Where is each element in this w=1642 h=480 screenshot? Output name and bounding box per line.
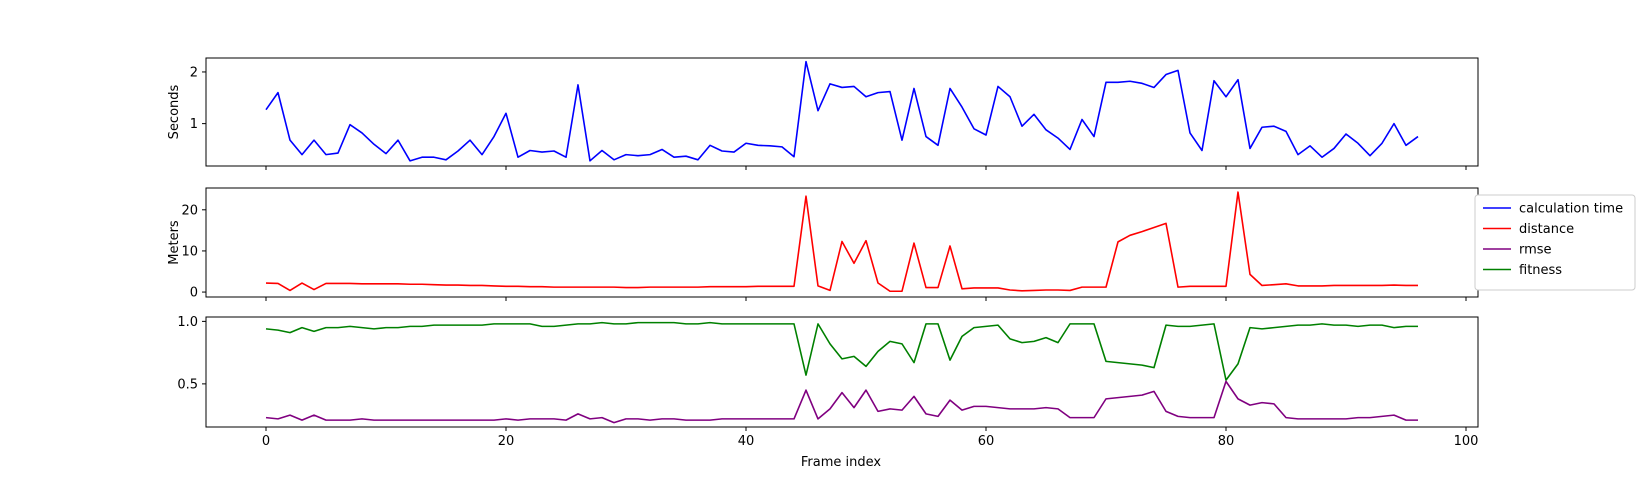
x-tick-label: 60 — [978, 434, 995, 449]
legend-label-fitness: fitness — [1519, 263, 1562, 278]
panel-2: 0 10 20 Meters — [167, 187, 1479, 301]
y-tick-label: 20 — [181, 203, 198, 218]
x-axis-label: Frame index — [801, 455, 882, 470]
series-line-fitness — [265, 321, 1418, 381]
x-tick-label: 20 — [498, 434, 515, 449]
x-tick-label: 80 — [1218, 434, 1235, 449]
axes-frame — [205, 316, 1479, 428]
legend-frame — [1474, 194, 1636, 291]
chart-panels: 1 2 Seconds 0 10 20 Meters 0.5 1.0 0 20 40 60 80 100 — [167, 57, 1479, 449]
y-axis-label: Meters — [167, 220, 182, 265]
series-line-rmse — [265, 380, 1418, 424]
legend-label-calculation-time: calculation time — [1519, 202, 1623, 217]
y-tick-label: 1 — [190, 117, 198, 132]
legend-label-distance: distance — [1519, 222, 1574, 237]
x-tick-label: 40 — [738, 434, 755, 449]
legend: calculation time distance rmse fitness — [1474, 194, 1636, 291]
axes-frame — [205, 57, 1479, 167]
legend-label-rmse: rmse — [1519, 243, 1552, 258]
y-axis-label: Seconds — [167, 84, 182, 139]
panel-1: 1 2 Seconds — [167, 57, 1479, 170]
x-tick-label: 100 — [1454, 434, 1479, 449]
y-tick-label: 1.0 — [177, 315, 198, 330]
x-tick-label: 0 — [262, 434, 270, 449]
y-tick-label: 0.5 — [177, 377, 198, 392]
y-tick-label: 2 — [190, 65, 198, 80]
panel-3: 0.5 1.0 0 20 40 60 80 100 — [177, 315, 1479, 449]
series-line-distance — [265, 191, 1418, 293]
y-tick-label: 10 — [181, 244, 198, 259]
y-tick-label: 0 — [190, 286, 198, 301]
series-line-calculation-time — [265, 60, 1419, 162]
